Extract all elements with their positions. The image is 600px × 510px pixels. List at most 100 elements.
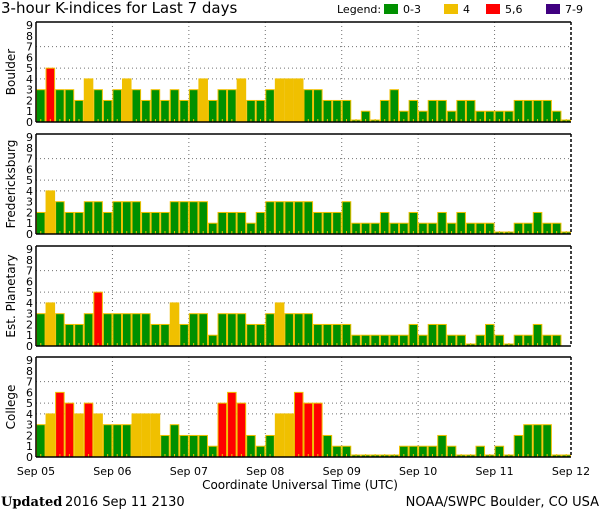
bar-tick (508, 231, 510, 234)
bar-tick (307, 454, 309, 457)
bar (427, 99, 438, 123)
y-tick-label: 5 (26, 397, 33, 410)
y-tick-label: 4 (26, 185, 33, 198)
bar (188, 89, 199, 123)
bar-tick (250, 231, 252, 234)
bar (217, 89, 228, 123)
bar-tick (49, 454, 51, 457)
x-axis-label: Coordinate Universal Time (UTC) (202, 478, 398, 492)
bar (313, 402, 323, 458)
bar-tick (193, 454, 195, 457)
bar-tick (68, 343, 70, 346)
y-tick-label: 8 (26, 30, 33, 43)
bar-tick (412, 231, 414, 234)
bar-tick (479, 231, 481, 234)
y-tick-label: 8 (26, 142, 33, 155)
bar (150, 89, 161, 123)
bar-tick (231, 343, 233, 346)
bar-tick (355, 231, 357, 234)
bar (74, 211, 84, 235)
bar-tick (78, 454, 80, 457)
x-tick-label: Sep 09 (323, 465, 361, 478)
y-tick-label: 6 (26, 275, 33, 288)
bar (303, 201, 314, 235)
bar (322, 434, 333, 458)
bar (437, 99, 447, 123)
bar-tick (517, 454, 519, 457)
y-tick-label: 3 (26, 84, 33, 97)
bar (36, 424, 46, 458)
bar (198, 201, 208, 235)
y-axis-label: Boulder (4, 49, 18, 96)
bar (74, 323, 84, 347)
bar-tick (107, 454, 109, 457)
bar-tick (78, 343, 80, 346)
bar-tick (431, 119, 433, 122)
bar (217, 211, 228, 235)
bar-tick (288, 231, 290, 234)
bar (284, 413, 294, 458)
bar (246, 323, 256, 347)
bar (465, 99, 476, 123)
bar (255, 211, 266, 235)
bar (389, 89, 400, 123)
bar-tick (97, 119, 99, 122)
bar-tick (221, 454, 223, 457)
bar (83, 313, 94, 347)
bar-tick (202, 343, 204, 346)
bar-tick (154, 231, 156, 234)
bar-tick (565, 454, 567, 457)
bar-tick (412, 119, 414, 122)
bar-tick (441, 231, 443, 234)
bar (198, 434, 208, 458)
bar (437, 211, 447, 235)
bar (169, 424, 180, 458)
bar-tick (460, 343, 462, 346)
bar (513, 99, 524, 123)
bar-tick (145, 119, 147, 122)
bar-tick (307, 231, 309, 234)
bar-tick (393, 231, 395, 234)
bar-tick (365, 454, 367, 457)
y-tick-label: 6 (26, 51, 33, 64)
y-tick-label: 2 (26, 94, 33, 107)
bar-tick (116, 343, 118, 346)
bar (227, 211, 237, 235)
bar-tick (240, 454, 242, 457)
bar-tick (565, 231, 567, 234)
bar-tick (240, 119, 242, 122)
bar-tick (517, 119, 519, 122)
bar-tick (126, 119, 128, 122)
bar-tick (412, 454, 414, 457)
bar (437, 434, 447, 458)
bar-tick (374, 343, 376, 346)
bar-tick (508, 119, 510, 122)
bar-tick (183, 231, 185, 234)
bar (532, 211, 543, 235)
legend-swatch-0 (384, 4, 398, 14)
bar-tick (345, 231, 347, 234)
bar-tick (221, 343, 223, 346)
bar (322, 323, 333, 347)
x-tick-label: Sep 05 (17, 465, 55, 478)
bar-tick (164, 343, 166, 346)
bar-tick (97, 231, 99, 234)
bar-tick (451, 454, 453, 457)
bar (55, 201, 65, 235)
bar (207, 99, 218, 123)
y-tick-label: 3 (26, 196, 33, 209)
bar-tick (193, 343, 195, 346)
bar (408, 211, 419, 235)
bar (303, 89, 314, 123)
y-tick-label: 7 (26, 376, 33, 389)
y-tick-label: 1 (26, 329, 33, 342)
y-axis-label: Fredericksburg (4, 140, 18, 229)
bar-tick (374, 454, 376, 457)
bar-tick (202, 119, 204, 122)
bar (83, 78, 94, 123)
bar-tick (269, 231, 271, 234)
bar (265, 434, 275, 458)
bar-tick (212, 231, 214, 234)
